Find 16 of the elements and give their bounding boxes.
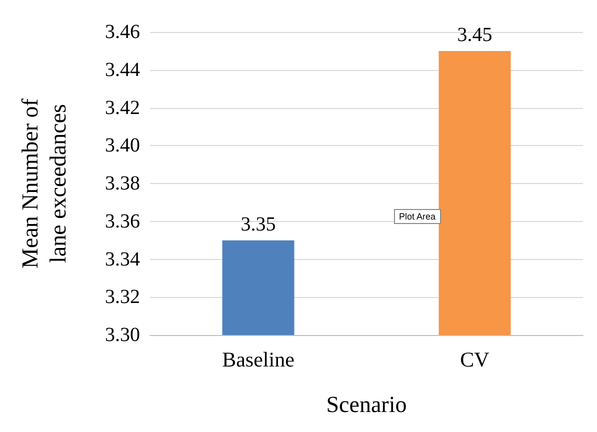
x-tick-label: CV: [460, 348, 490, 372]
y-tick-label: 3.30: [105, 324, 140, 346]
data-label: 3.45: [457, 24, 492, 46]
annotation: Plot Area: [399, 212, 436, 222]
y-tick-label: 3.36: [105, 210, 140, 232]
data-label: 3.35: [240, 213, 276, 236]
y-tick-label: 3.44: [105, 58, 140, 81]
x-axis-title: Scenario: [326, 392, 407, 417]
y-axis-title: Mean Nnumber of lane exceedances: [18, 98, 70, 268]
y-tick-label: 3.32: [105, 286, 140, 308]
x-tick-label: Baseline: [222, 348, 294, 372]
y-tick-label: 3.42: [105, 96, 140, 119]
y-tick-label: 3.40: [105, 134, 140, 157]
y-tick-label: 3.46: [105, 21, 140, 43]
y-tick-label: 3.34: [105, 248, 140, 270]
y-tick-label: 3.38: [105, 172, 140, 194]
